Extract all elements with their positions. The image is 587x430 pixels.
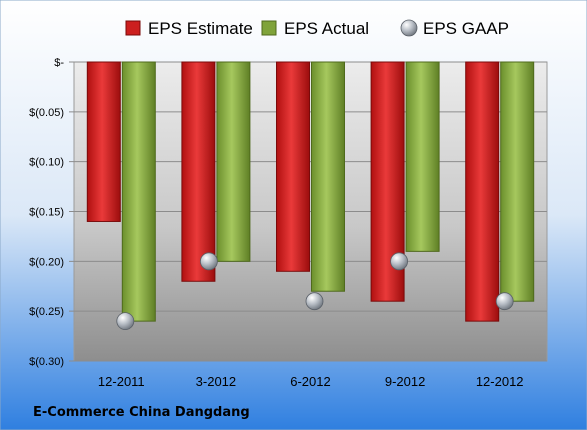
legend-label: EPS Actual bbox=[284, 19, 369, 38]
bar-eps-estimate bbox=[370, 61, 405, 302]
legend-label: EPS GAAP bbox=[423, 19, 509, 38]
y-tick-label: $(0.30) bbox=[29, 356, 64, 368]
legend-swatch bbox=[261, 20, 277, 36]
y-tick-label: $(0.10) bbox=[29, 157, 64, 169]
gaap-markers bbox=[116, 252, 514, 331]
bar-eps-estimate bbox=[181, 61, 216, 282]
bars bbox=[86, 61, 535, 322]
x-axis-labels: 12-2011 3-2012 6-2012 9-2012 12-2012 bbox=[98, 374, 524, 389]
y-tick-label: $- bbox=[54, 57, 64, 69]
bar-eps-actual bbox=[500, 61, 535, 302]
legend: EPS Estimate EPS Actual EPS GAAP bbox=[125, 19, 509, 38]
y-tick-label: $(0.20) bbox=[29, 256, 64, 268]
marker-eps-gaap bbox=[199, 252, 218, 271]
y-axis-ticks: $- $(0.05) $(0.10) $(0.15) $(0.20) $(0.25) $(0… bbox=[29, 57, 64, 368]
bar-eps-actual bbox=[405, 61, 440, 252]
marker-eps-gaap bbox=[390, 252, 409, 271]
y-tick-label: $(0.05) bbox=[29, 107, 64, 119]
legend-swatch bbox=[125, 20, 141, 36]
legend-swatch bbox=[400, 19, 418, 37]
bar-eps-actual bbox=[121, 61, 156, 322]
bar-eps-actual bbox=[311, 61, 345, 292]
bar-eps-actual bbox=[216, 61, 251, 262]
marker-eps-gaap bbox=[495, 292, 514, 311]
y-tick-label: $(0.25) bbox=[29, 306, 64, 318]
chart-title: E-Commerce China Dangdang bbox=[33, 405, 250, 420]
bar-eps-estimate bbox=[86, 61, 121, 222]
x-category-label: 12-2011 bbox=[98, 374, 145, 389]
x-category-label: 12-2012 bbox=[476, 374, 524, 389]
x-category-label: 6-2012 bbox=[290, 374, 330, 389]
bar-eps-estimate bbox=[276, 61, 310, 272]
legend-label: EPS Estimate bbox=[148, 19, 253, 38]
y-tick-label: $(0.15) bbox=[29, 207, 64, 219]
marker-eps-gaap bbox=[305, 292, 324, 311]
marker-eps-gaap bbox=[116, 312, 135, 331]
x-category-label: 3-2012 bbox=[196, 374, 236, 389]
bar-eps-estimate bbox=[465, 61, 500, 322]
x-category-label: 9-2012 bbox=[385, 374, 425, 389]
